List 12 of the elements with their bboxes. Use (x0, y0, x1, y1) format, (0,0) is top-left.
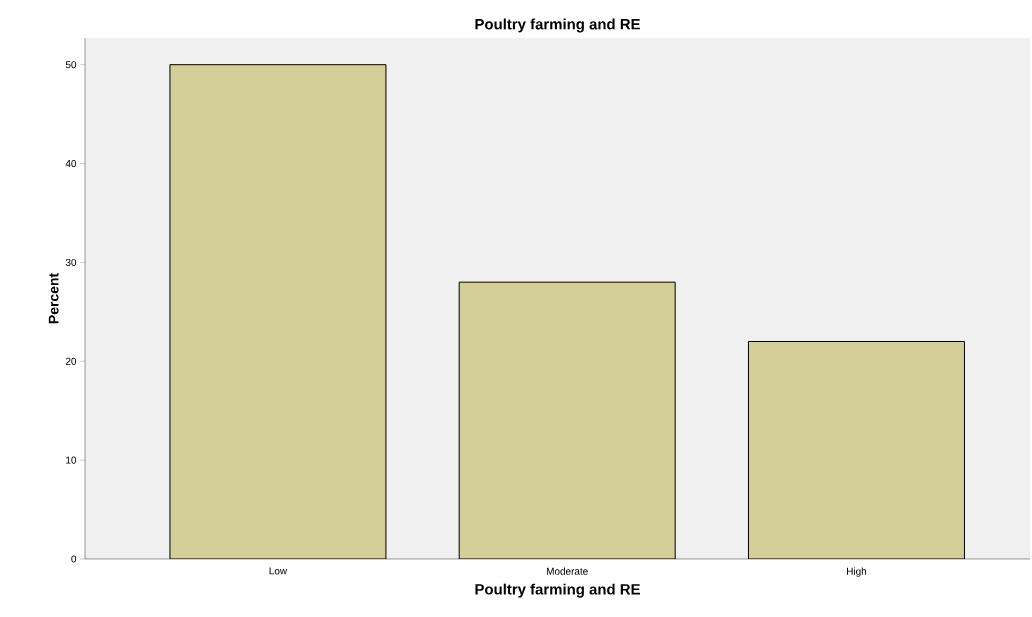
x-tick-label: Low (269, 567, 288, 575)
y-tick-label: 50 (65, 61, 77, 69)
x-tick-label: Moderate (546, 567, 588, 575)
y-tick-label: 40 (65, 160, 77, 168)
chart-title: Poultry farming and RE (475, 18, 640, 33)
y-tick-label: 10 (66, 456, 77, 464)
y-axis-title: Percent (48, 273, 59, 324)
y-tick-label: 30 (65, 258, 77, 266)
x-axis-title: Poultry farming and RE (475, 583, 640, 598)
y-tick-label: 20 (65, 357, 77, 365)
x-tick-label: High (847, 567, 867, 577)
y-tick-label: 0 (71, 555, 77, 563)
